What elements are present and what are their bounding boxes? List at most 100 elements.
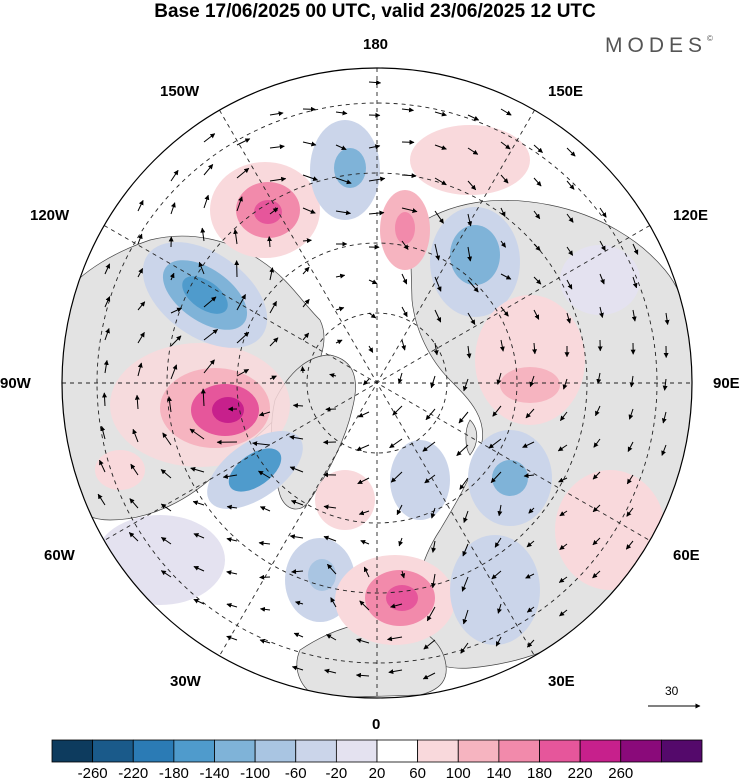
lon-label-150e: 150E	[548, 83, 584, 100]
wind-vector	[293, 632, 304, 638]
wind-vector	[128, 532, 139, 542]
wind-vector	[368, 312, 377, 319]
colorbar-swatch	[214, 739, 256, 763]
wind-vector	[466, 345, 472, 359]
wind-vector	[335, 110, 348, 116]
colorbar-swatch	[579, 739, 622, 763]
wind-vector	[291, 665, 304, 671]
wind-vector	[532, 342, 538, 355]
wind-vector	[461, 576, 469, 592]
wind-vector	[99, 459, 106, 473]
wind-vector	[258, 411, 271, 417]
negative-anomaly	[450, 535, 540, 645]
wind-vector	[137, 199, 144, 212]
wind-vector	[259, 574, 271, 580]
wind-vector	[335, 306, 345, 312]
anomaly-field	[95, 120, 665, 645]
wind-vector	[302, 332, 310, 341]
wind-vector	[632, 243, 639, 255]
wind-vector	[494, 537, 502, 548]
wind-vector	[462, 543, 469, 557]
brand-mark: ©	[707, 34, 713, 43]
wind-vector	[592, 471, 601, 480]
wind-vector	[401, 240, 409, 250]
colorbar-tick-label: 220	[567, 765, 593, 782]
wind-vector	[401, 306, 408, 318]
wind-vector	[137, 301, 146, 311]
wind-vector	[566, 213, 574, 223]
wind-vector	[460, 642, 469, 654]
wind-vectors	[97, 80, 670, 680]
colorbar-swatch	[132, 739, 175, 763]
wind-vector	[129, 498, 139, 509]
wind-vector	[323, 535, 337, 542]
wind-vector	[522, 441, 535, 448]
wind-vector	[132, 428, 139, 443]
wind-vector	[302, 207, 316, 214]
wind-vector	[387, 636, 403, 642]
wind-vector	[629, 375, 635, 388]
wind-vector	[398, 537, 404, 547]
wind-vector	[167, 396, 172, 413]
colorbar-swatch	[498, 739, 540, 763]
wind-vector	[492, 405, 502, 417]
wind-vector	[290, 499, 304, 506]
wind-vector	[557, 444, 568, 452]
positive-anomaly	[254, 200, 282, 224]
wind-vector	[295, 600, 304, 606]
wind-vector	[434, 177, 447, 186]
wind-vector	[424, 474, 436, 484]
wind-vector	[430, 507, 436, 519]
wind-vector	[664, 312, 670, 325]
wind-vector	[160, 570, 172, 578]
wind-vector	[500, 141, 511, 150]
wind-vector	[467, 180, 477, 191]
wind-vector	[463, 510, 469, 523]
wind-vector	[269, 207, 279, 215]
wind-vector	[397, 372, 403, 384]
wind-vector	[269, 267, 275, 281]
wind-vector	[236, 294, 246, 311]
wind-vector	[566, 279, 573, 290]
wind-vector	[203, 194, 210, 209]
wind-vector	[596, 372, 602, 385]
wind-vector	[329, 373, 337, 378]
wind-vector	[193, 598, 205, 605]
wind-vector	[226, 504, 238, 510]
wind-vector	[358, 510, 370, 516]
wind-vector	[434, 210, 444, 224]
wind-vector	[430, 573, 436, 589]
wind-vector	[533, 210, 541, 220]
lon-label-30w: 30W	[170, 673, 201, 690]
wind-vector	[102, 392, 108, 407]
wind-vector	[360, 539, 370, 545]
wind-vector	[134, 394, 140, 410]
wind-vector	[426, 606, 436, 622]
wind-vector	[259, 506, 271, 512]
wind-vector	[170, 169, 179, 182]
wind-vector	[661, 444, 667, 456]
wind-vector	[401, 107, 414, 113]
wind-vector	[252, 441, 271, 447]
wind-vector	[500, 306, 509, 317]
graticule	[62, 68, 692, 698]
wind-vector	[592, 537, 601, 546]
wind-vector	[560, 411, 568, 421]
wind-vector	[526, 540, 535, 548]
wind-vector	[528, 507, 535, 514]
wind-vector	[302, 174, 319, 181]
wind-vector	[390, 603, 403, 609]
wind-vector	[430, 375, 436, 389]
wind-vector	[631, 309, 637, 322]
colorbar-tick-label: 260	[608, 765, 634, 782]
wind-vector	[357, 477, 370, 485]
wind-vector	[289, 435, 304, 440]
wind-vector	[434, 276, 442, 292]
wind-vector	[302, 238, 312, 244]
wind-vector	[269, 176, 287, 182]
wind-vector	[559, 609, 568, 617]
wind-vector	[389, 438, 403, 449]
wind-vector	[335, 210, 351, 216]
